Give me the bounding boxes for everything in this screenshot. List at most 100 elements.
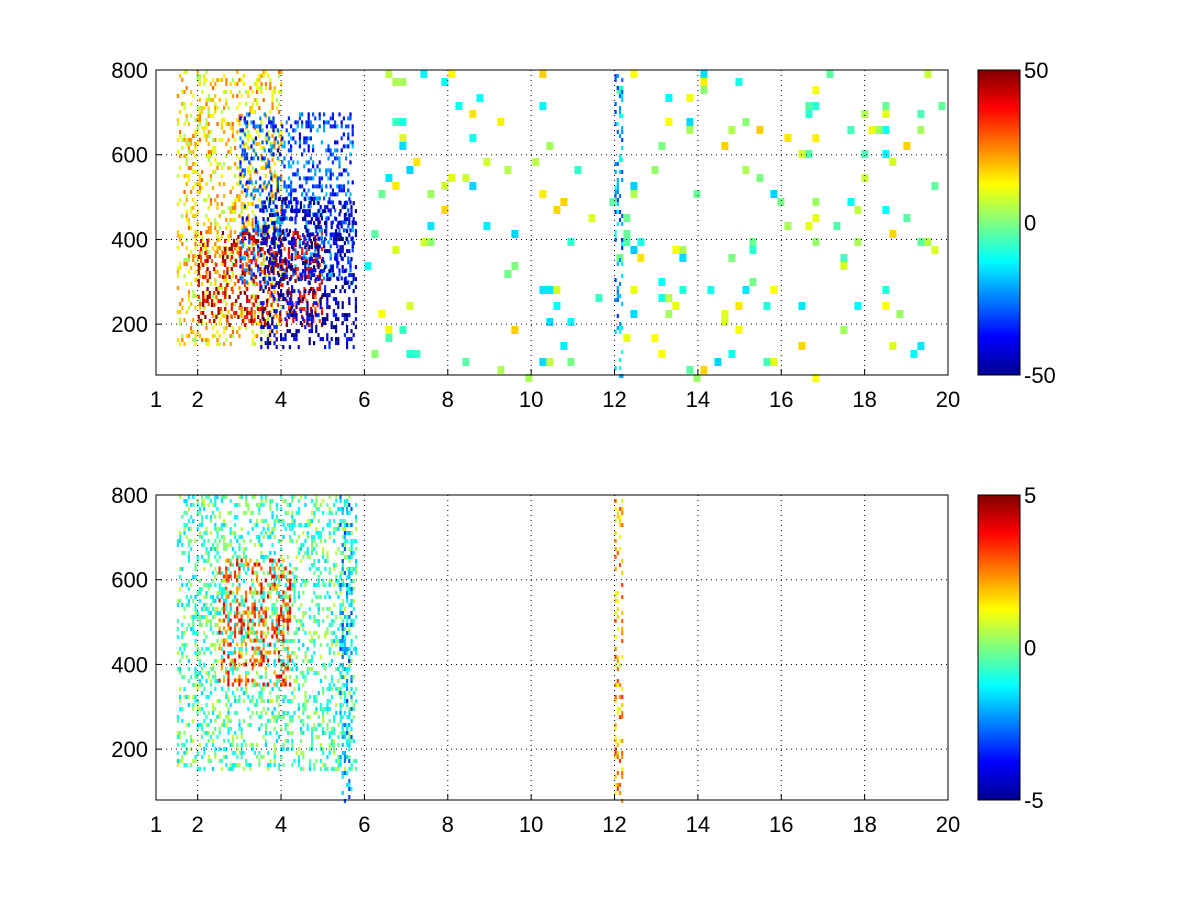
heatmap-cell <box>256 334 259 338</box>
heatmap-cell <box>614 210 617 214</box>
heatmap-cell <box>275 345 278 350</box>
heatmap-cell <box>335 241 338 246</box>
heatmap-cell <box>216 330 219 334</box>
heatmap-cell <box>679 286 687 294</box>
heatmap-cell <box>317 201 320 206</box>
heatmap-cell <box>333 583 336 587</box>
heatmap-cell <box>239 180 242 185</box>
heatmap-cell <box>297 627 300 631</box>
heatmap-cell <box>203 338 206 342</box>
heatmap-cell <box>618 663 622 667</box>
heatmap-cell <box>179 707 182 711</box>
heatmap-cell <box>344 583 347 587</box>
heatmap-cell <box>355 547 358 551</box>
heatmap-cell <box>227 674 230 679</box>
heatmap-cell <box>247 130 250 134</box>
heatmap-cell <box>348 767 351 771</box>
heatmap-cell <box>229 543 232 547</box>
heatmap-cell <box>203 539 206 543</box>
heatmap-cell <box>273 586 276 591</box>
heatmap-cell <box>308 695 311 699</box>
heatmap-cell <box>247 695 250 699</box>
heatmap-cell <box>319 571 322 575</box>
heatmap-cell <box>225 142 228 146</box>
heatmap-cell <box>314 239 317 243</box>
heatmap-cell <box>326 767 329 771</box>
heatmap-cell <box>284 711 287 715</box>
heatmap-cell <box>201 515 204 519</box>
heatmap-cell <box>292 188 295 193</box>
heatmap-cell <box>259 283 262 287</box>
heatmap-cell <box>240 630 243 635</box>
heatmap-cell <box>236 574 239 579</box>
heatmap-cell <box>231 326 234 330</box>
heatmap-cell <box>275 634 278 639</box>
heatmap-cell <box>286 289 289 294</box>
heatmap-cell <box>614 298 617 302</box>
heatmap-cell <box>212 186 215 190</box>
heatmap-cell <box>234 138 237 142</box>
heatmap-cell <box>621 507 624 511</box>
heatmap-cell <box>297 523 300 527</box>
heatmap-cell <box>333 531 336 535</box>
heatmap-cell <box>299 201 302 206</box>
heatmap-cell <box>350 591 353 595</box>
heatmap-cell <box>339 245 342 250</box>
heatmap-cell <box>183 342 186 346</box>
heatmap-cell <box>339 691 342 695</box>
heatmap-cell <box>614 619 617 623</box>
heatmap-cell <box>202 299 205 303</box>
heatmap-cell <box>295 555 298 559</box>
heatmap-cell <box>290 275 293 279</box>
heatmap-cell <box>284 511 287 515</box>
heatmap-cell <box>315 301 318 306</box>
heatmap-cell <box>297 551 300 555</box>
heatmap-cell <box>614 74 617 78</box>
heatmap-cell <box>259 247 262 251</box>
heatmap-cell <box>347 208 350 213</box>
heatmap-cell <box>341 551 344 555</box>
heatmap-cell <box>319 655 322 659</box>
heatmap-cell <box>314 248 317 253</box>
heatmap-cell <box>278 74 281 78</box>
heatmap-cell <box>304 539 307 543</box>
heatmap-cell <box>347 224 350 229</box>
heatmap-cell <box>238 618 241 623</box>
heatmap-cell <box>243 279 247 283</box>
heatmap-cell <box>269 194 272 198</box>
heatmap-cell <box>225 154 228 158</box>
heatmap-cell <box>234 198 237 202</box>
heatmap-cell <box>324 229 327 234</box>
heatmap-cell <box>176 651 179 655</box>
heatmap-cell <box>614 190 617 194</box>
heatmap-cell <box>231 186 234 190</box>
heatmap-cell <box>347 124 350 129</box>
heatmap-cell <box>239 259 242 263</box>
heatmap-cell <box>277 618 281 623</box>
heatmap-cell <box>263 319 266 323</box>
heatmap-cell <box>330 639 333 643</box>
heatmap-cell <box>209 98 212 102</box>
heatmap-cell <box>241 271 244 275</box>
heatmap-cell <box>239 276 242 281</box>
heatmap-cell <box>311 635 314 639</box>
heatmap-cell <box>339 675 342 679</box>
heatmap-cell <box>223 599 226 603</box>
heatmap-cell <box>277 674 281 679</box>
heatmap-cell <box>742 166 750 174</box>
heatmap-cell <box>181 138 184 142</box>
heatmap-cell <box>618 683 622 687</box>
heatmap-cell <box>266 650 270 655</box>
heatmap-cell <box>297 209 300 214</box>
heatmap-cell <box>294 248 297 253</box>
heatmap-cell <box>214 262 217 266</box>
heatmap-cell <box>275 330 278 334</box>
heatmap-cell <box>276 176 279 181</box>
heatmap-cell <box>588 214 596 222</box>
heatmap-cell <box>181 146 184 150</box>
heatmap-cell <box>308 337 311 342</box>
heatmap-cell <box>201 106 204 110</box>
heatmap-cell <box>187 603 190 607</box>
heatmap-cell <box>227 642 230 647</box>
heatmap-cell <box>229 631 232 635</box>
